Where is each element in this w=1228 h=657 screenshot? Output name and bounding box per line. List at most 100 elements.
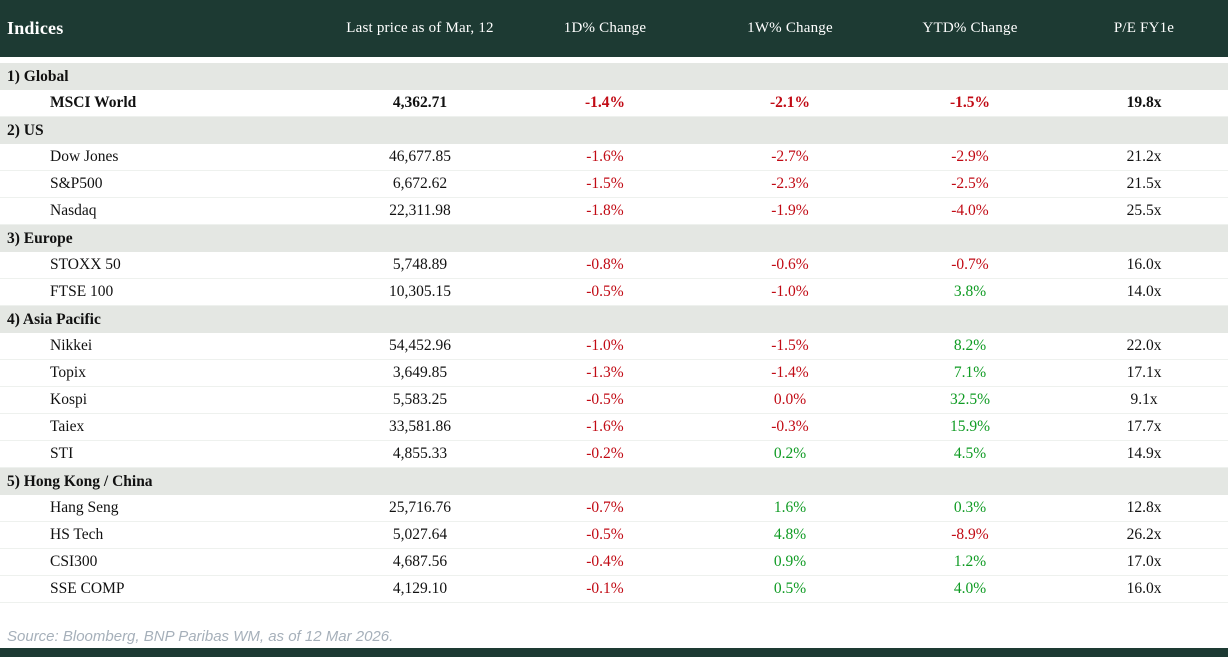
pe-cell: 19.8x (1126, 94, 1162, 111)
w1-change-cell: -2.7% (771, 148, 809, 165)
table-row: MSCI World 4,362.71 -1.4% -2.1% -1.5% 19.8x (0, 90, 1228, 117)
pe-cell: 16.0x (1126, 256, 1162, 273)
column-header-ytd-change: YTD% Change (922, 20, 1018, 36)
d1-change-cell: -0.1% (586, 580, 624, 597)
ytd-change-cell: 32.5% (949, 391, 991, 408)
table-row: Kospi 5,583.25 -0.5% 0.0% 32.5% 9.1x (0, 387, 1228, 414)
last-price-cell: 4,855.33 (392, 445, 448, 462)
table-row: Nikkei 54,452.96 -1.0% -1.5% 8.2% 22.0x (0, 333, 1228, 360)
table-row: STI 4,855.33 -0.2% 0.2% 4.5% 14.9x (0, 441, 1228, 468)
w1-change-cell: 1.6% (773, 499, 807, 516)
last-price-cell: 4,362.71 (392, 94, 448, 111)
last-price-cell: 33,581.86 (389, 418, 451, 435)
index-name-cell: STOXX 50 (50, 256, 121, 273)
ytd-change-cell: -2.5% (951, 175, 989, 192)
d1-change-cell: -0.7% (586, 499, 624, 516)
w1-change-cell: -2.3% (771, 175, 809, 192)
index-name-cell: STI (50, 445, 74, 462)
pe-cell: 12.8x (1126, 499, 1162, 516)
pe-cell: 17.1x (1126, 364, 1162, 381)
index-name-cell: Taiex (50, 418, 85, 435)
ytd-change-cell: -8.9% (951, 526, 989, 543)
ytd-change-cell: 15.9% (949, 418, 991, 435)
d1-change-cell: -0.2% (586, 445, 624, 462)
w1-change-cell: -2.1% (769, 94, 811, 111)
pe-cell: 16.0x (1126, 580, 1162, 597)
pe-cell: 26.2x (1126, 526, 1162, 543)
table-row: FTSE 100 10,305.15 -0.5% -1.0% 3.8% 14.0x (0, 279, 1228, 306)
d1-change-cell: -1.5% (586, 175, 624, 192)
w1-change-cell: 0.2% (773, 445, 807, 462)
last-price-cell: 46,677.85 (389, 148, 451, 165)
table-row: Hang Seng 25,716.76 -0.7% 1.6% 0.3% 12.8x (0, 495, 1228, 522)
table-row: S&P500 6,672.62 -1.5% -2.3% -2.5% 21.5x (0, 171, 1228, 198)
last-price-cell: 22,311.98 (389, 202, 451, 219)
index-name-cell: FTSE 100 (50, 283, 114, 300)
index-name-cell: S&P500 (50, 175, 103, 192)
ytd-change-cell: -4.0% (951, 202, 989, 219)
bottom-bar (0, 648, 1228, 657)
d1-change-cell: -0.8% (586, 256, 624, 273)
index-name-cell: Nasdaq (50, 202, 97, 219)
ytd-change-cell: 4.0% (953, 580, 987, 597)
index-name-cell: MSCI World (50, 94, 137, 111)
w1-change-cell: -0.6% (771, 256, 809, 273)
index-name-cell: Dow Jones (50, 148, 119, 165)
index-name-cell: HS Tech (50, 526, 104, 543)
index-name-cell: Hang Seng (50, 499, 119, 516)
section-row: 2) US (0, 117, 1228, 144)
table-row: SSE COMP 4,129.10 -0.1% 0.5% 4.0% 16.0x (0, 576, 1228, 603)
w1-change-cell: -1.9% (771, 202, 809, 219)
pe-cell: 21.2x (1126, 148, 1162, 165)
w1-change-cell: -1.5% (771, 337, 809, 354)
last-price-cell: 5,027.64 (392, 526, 448, 543)
last-price-cell: 25,716.76 (389, 499, 451, 516)
table-row: Taiex 33,581.86 -1.6% -0.3% 15.9% 17.7x (0, 414, 1228, 441)
last-price-cell: 5,583.25 (392, 391, 448, 408)
index-name-cell: CSI300 (50, 553, 98, 570)
d1-change-cell: -0.4% (586, 553, 624, 570)
column-header-pe: P/E FY1e (1113, 20, 1175, 36)
d1-change-cell: -0.5% (586, 283, 624, 300)
section-row: 3) Europe (0, 225, 1228, 252)
index-name-cell: Topix (50, 364, 86, 381)
w1-change-cell: -1.0% (771, 283, 809, 300)
table-row: STOXX 50 5,748.89 -0.8% -0.6% -0.7% 16.0x (0, 252, 1228, 279)
ytd-change-cell: 1.2% (953, 553, 987, 570)
table-title: Indices (7, 18, 64, 38)
d1-change-cell: -1.6% (586, 418, 624, 435)
w1-change-cell: -0.3% (771, 418, 809, 435)
w1-change-cell: -1.4% (771, 364, 809, 381)
section-label: 3) Europe (7, 229, 73, 247)
last-price-cell: 10,305.15 (389, 283, 451, 300)
ytd-change-cell: 4.5% (953, 445, 987, 462)
table-header: Indices Last price as of Mar, 12 1D% Cha… (0, 0, 1228, 57)
last-price-cell: 6,672.62 (392, 175, 448, 192)
column-header-1d-change: 1D% Change (563, 20, 647, 36)
w1-change-cell: 4.8% (773, 526, 807, 543)
d1-change-cell: -0.5% (586, 391, 624, 408)
section-label: 1) Global (7, 67, 69, 85)
d1-change-cell: -1.6% (586, 148, 624, 165)
w1-change-cell: 0.5% (773, 580, 807, 597)
d1-change-cell: -1.4% (584, 94, 626, 111)
table-body: 1) Global MSCI World 4,362.71 -1.4% -2.1% -1.… (0, 63, 1228, 603)
section-row: 1) Global (0, 63, 1228, 90)
d1-change-cell: -1.8% (586, 202, 624, 219)
pe-cell: 17.0x (1126, 553, 1162, 570)
section-label: 2) US (7, 121, 44, 139)
d1-change-cell: -1.0% (586, 337, 624, 354)
column-header-last-price: Last price as of Mar, 12 (346, 20, 494, 36)
pe-cell: 22.0x (1126, 337, 1162, 354)
pe-cell: 21.5x (1126, 175, 1162, 192)
pe-cell: 9.1x (1130, 391, 1158, 408)
section-label: 5) Hong Kong / China (7, 472, 153, 490)
last-price-cell: 54,452.96 (389, 337, 451, 354)
index-name-cell: Nikkei (50, 337, 93, 354)
section-row: 5) Hong Kong / China (0, 468, 1228, 495)
w1-change-cell: 0.0% (773, 391, 807, 408)
pe-cell: 14.9x (1126, 445, 1162, 462)
table-row: HS Tech 5,027.64 -0.5% 4.8% -8.9% 26.2x (0, 522, 1228, 549)
pe-cell: 25.5x (1126, 202, 1162, 219)
table-row: Topix 3,649.85 -1.3% -1.4% 7.1% 17.1x (0, 360, 1228, 387)
